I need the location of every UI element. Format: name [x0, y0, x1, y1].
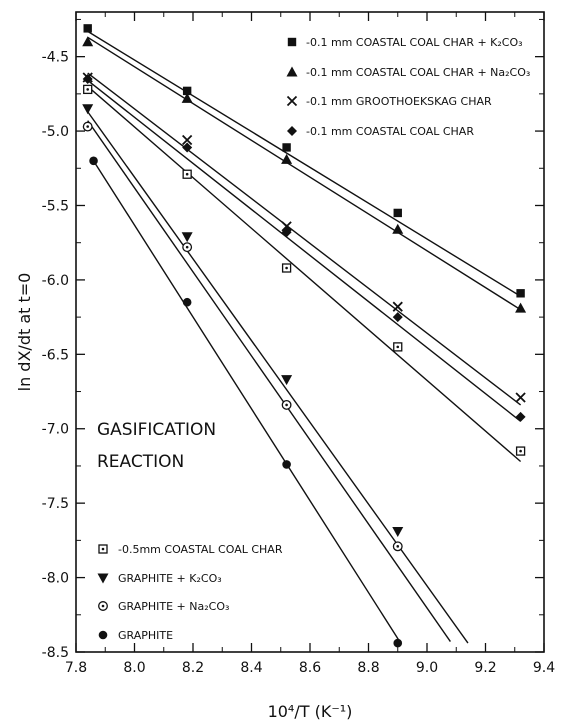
y-tick-label: -4.5	[42, 50, 69, 66]
data-point-series-5-1	[181, 232, 193, 243]
x-tick-label: 9.0	[416, 660, 438, 676]
data-point-series-1-2	[281, 153, 293, 164]
data-point-series-0-3	[393, 208, 402, 218]
y-tick-label: -5.0	[42, 124, 69, 140]
y-tick-label: -5.5	[42, 198, 69, 214]
legend-marker-4	[98, 544, 108, 554]
x-tick-label: 8.8	[357, 660, 379, 676]
data-point-series-1-1	[181, 92, 193, 103]
y-tick-label: -6.5	[42, 347, 69, 363]
data-point-series-7-2	[282, 460, 291, 469]
data-point-series-5-0	[82, 104, 94, 115]
data-point-series-7-3	[393, 638, 403, 648]
data-point-series-4-3	[393, 342, 403, 352]
data-point-series-2-1	[182, 134, 193, 146]
x-tick-label: 9.4	[533, 660, 555, 676]
fit-line-series-0	[87, 30, 521, 297]
y-tick-label: -7.5	[42, 496, 69, 512]
fit-line-series-2	[87, 72, 522, 406]
data-point-series-4-1	[182, 169, 192, 179]
data-point-series-2-2	[281, 221, 292, 232]
x-tick-label: 7.8	[65, 660, 87, 676]
x-tick-label: 8.2	[182, 660, 204, 676]
legend-marker-5	[97, 573, 109, 584]
data-point-series-6-2	[281, 399, 292, 410]
data-point-series-4-0	[83, 84, 93, 95]
legend-label-5: GRAPHITE + K₂CO₃	[118, 572, 222, 585]
data-point-series-7-1	[182, 297, 192, 307]
legend-marker-6	[98, 601, 108, 611]
legend-label-4: -0.5mm COASTAL COAL CHAR	[118, 543, 283, 556]
legend-marker-7	[98, 630, 108, 640]
data-point-series-6-3	[392, 541, 403, 552]
data-point-series-4-4	[515, 446, 526, 456]
fit-line-series-1	[87, 36, 521, 311]
legend-label-3: -0.1 mm COASTAL COAL CHAR	[306, 125, 474, 138]
annotation-line-1: GASIFICATION	[97, 420, 216, 440]
fit-line-series-4	[87, 85, 522, 463]
x-tick-label: 8.4	[240, 660, 262, 676]
data-point-series-5-2	[281, 375, 293, 386]
data-point-series-3-3	[392, 312, 403, 323]
y-tick-label: -8.5	[42, 645, 69, 661]
legend-marker-0	[287, 37, 297, 47]
y-tick-label: -7.0	[42, 422, 69, 438]
data-point-series-0-0	[83, 24, 92, 33]
data-point-series-3-2	[281, 227, 292, 238]
legend-label-0: -0.1 mm COASTAL COAL CHAR + K₂CO₃	[306, 36, 523, 49]
data-point-series-3-1	[182, 142, 193, 153]
data-point-series-0-4	[516, 289, 525, 298]
data-point-series-6-1	[182, 242, 193, 253]
legend-marker-3	[287, 126, 297, 136]
data-point-series-3-0	[82, 73, 93, 84]
data-point-series-5-3	[392, 526, 404, 537]
annotation-line-2: REACTION	[97, 452, 184, 472]
data-point-series-0-1	[182, 86, 192, 96]
x-tick-label: 9.2	[474, 660, 496, 676]
data-point-series-3-4	[515, 411, 526, 422]
legend-label-6: GRAPHITE + Na₂CO₃	[118, 600, 229, 613]
legend-label-1: -0.1 mm COASTAL COAL CHAR + Na₂CO₃	[306, 66, 530, 79]
legend-marker-1	[286, 66, 298, 77]
data-point-series-1-0	[82, 36, 94, 47]
fit-line-series-7	[92, 160, 402, 644]
y-tick-label: -6.0	[42, 273, 69, 289]
data-point-series-1-3	[392, 223, 404, 234]
y-axis-title: ln dX/dt at t=0	[15, 273, 34, 392]
x-axis-title: 10⁴/T (K⁻¹)	[268, 702, 353, 721]
data-point-series-4-2	[281, 263, 292, 273]
data-point-series-6-0	[82, 121, 93, 132]
y-tick-label: -8.0	[42, 571, 69, 587]
legend-label-7: GRAPHITE	[118, 629, 173, 642]
x-tick-label: 8.0	[123, 660, 145, 676]
x-tick-label: 8.6	[299, 660, 321, 676]
data-point-series-7-0	[89, 156, 98, 166]
data-point-series-1-4	[515, 302, 527, 313]
legend-label-2: -0.1 mm GROOTHOEKSKAG CHAR	[306, 95, 492, 108]
data-point-series-2-4	[515, 392, 526, 403]
data-point-series-2-3	[392, 301, 403, 312]
legend-marker-2	[286, 95, 298, 107]
fit-line-series-6	[87, 120, 451, 642]
fit-line-series-5	[87, 111, 469, 644]
data-point-series-0-2	[282, 143, 291, 152]
fit-line-series-3	[87, 79, 522, 422]
plot-frame	[75, 11, 545, 653]
